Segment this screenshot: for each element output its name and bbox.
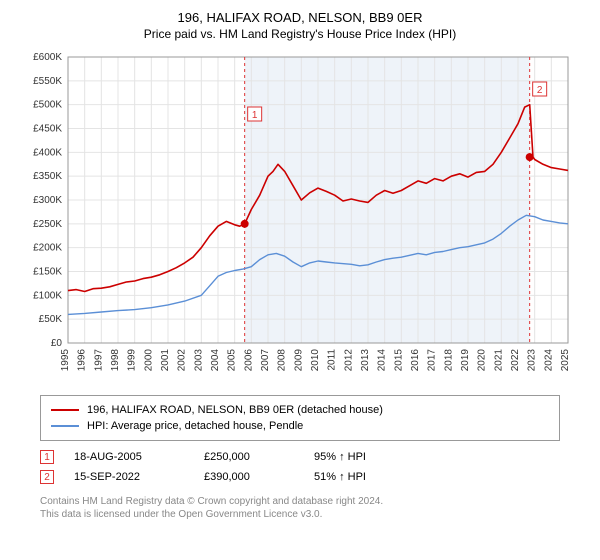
svg-text:2005: 2005	[227, 349, 238, 372]
page-title: 196, HALIFAX ROAD, NELSON, BB9 0ER	[10, 10, 590, 25]
sale-date: 18-AUG-2005	[74, 451, 184, 463]
svg-text:2019: 2019	[460, 349, 471, 372]
svg-text:2001: 2001	[160, 349, 171, 372]
svg-text:2003: 2003	[193, 349, 204, 372]
svg-text:2010: 2010	[310, 349, 321, 372]
svg-text:2012: 2012	[343, 349, 354, 372]
chart-area: £0 £50K £100K £150K £200K £250K £300K £350K £400…	[20, 49, 580, 389]
svg-text:£400K: £400K	[33, 147, 62, 158]
table-row: 1 18-AUG-2005 £250,000 95% ↑ HPI	[40, 447, 560, 467]
sale-price: £250,000	[204, 451, 294, 463]
svg-text:2014: 2014	[377, 349, 388, 372]
svg-text:2025: 2025	[560, 349, 571, 372]
svg-text:£100K: £100K	[33, 290, 62, 301]
svg-text:£200K: £200K	[33, 243, 62, 254]
svg-text:2008: 2008	[277, 349, 288, 372]
svg-text:£350K: £350K	[33, 171, 62, 182]
svg-text:1996: 1996	[77, 349, 88, 372]
svg-text:2007: 2007	[260, 349, 271, 372]
legend-item: HPI: Average price, detached house, Pend…	[51, 418, 549, 434]
svg-text:2013: 2013	[360, 349, 371, 372]
legend-swatch-icon	[51, 409, 79, 411]
svg-text:2017: 2017	[427, 349, 438, 372]
chart-svg: £0 £50K £100K £150K £200K £250K £300K £350K £400…	[20, 49, 580, 389]
marker-badge-icon: 2	[40, 470, 54, 484]
svg-text:£0: £0	[51, 338, 63, 349]
legend-item: 196, HALIFAX ROAD, NELSON, BB9 0ER (deta…	[51, 402, 549, 418]
legend-label: 196, HALIFAX ROAD, NELSON, BB9 0ER (deta…	[87, 404, 383, 416]
table-row: 2 15-SEP-2022 £390,000 51% ↑ HPI	[40, 467, 560, 487]
svg-text:2016: 2016	[410, 349, 421, 372]
svg-text:2: 2	[537, 85, 543, 96]
legend-label: HPI: Average price, detached house, Pend…	[87, 420, 303, 432]
svg-text:£150K: £150K	[33, 267, 62, 278]
marker-badge-icon: 1	[40, 450, 54, 464]
svg-text:2023: 2023	[527, 349, 538, 372]
svg-text:1998: 1998	[110, 349, 121, 372]
svg-text:2011: 2011	[327, 349, 338, 371]
footer-line: Contains HM Land Registry data © Crown c…	[40, 495, 560, 508]
sales-table: 1 18-AUG-2005 £250,000 95% ↑ HPI 2 15-SE…	[40, 447, 560, 487]
chart-container: 196, HALIFAX ROAD, NELSON, BB9 0ER Price…	[0, 0, 600, 531]
svg-text:£500K: £500K	[33, 100, 62, 111]
legend: 196, HALIFAX ROAD, NELSON, BB9 0ER (deta…	[40, 395, 560, 441]
svg-text:1995: 1995	[60, 349, 71, 372]
svg-text:2020: 2020	[477, 349, 488, 372]
svg-text:1999: 1999	[127, 349, 138, 372]
svg-text:2002: 2002	[177, 349, 188, 372]
svg-text:2021: 2021	[493, 349, 504, 372]
footer-line: This data is licensed under the Open Gov…	[40, 508, 560, 521]
svg-text:2015: 2015	[393, 349, 404, 372]
sale-hpi: 95% ↑ HPI	[314, 451, 414, 463]
page-subtitle: Price paid vs. HM Land Registry's House …	[10, 27, 590, 41]
svg-text:1: 1	[252, 110, 258, 121]
svg-text:£600K: £600K	[33, 52, 62, 63]
svg-text:2024: 2024	[543, 349, 554, 372]
svg-text:2009: 2009	[293, 349, 304, 372]
svg-text:2000: 2000	[143, 349, 154, 372]
svg-text:1997: 1997	[93, 349, 104, 372]
svg-text:£250K: £250K	[33, 219, 62, 230]
svg-text:2004: 2004	[210, 349, 221, 372]
svg-text:2006: 2006	[243, 349, 254, 372]
sale-date: 15-SEP-2022	[74, 471, 184, 483]
svg-text:£50K: £50K	[39, 314, 63, 325]
svg-text:2018: 2018	[443, 349, 454, 372]
sale-hpi: 51% ↑ HPI	[314, 471, 414, 483]
svg-text:£550K: £550K	[33, 76, 62, 87]
svg-text:£300K: £300K	[33, 195, 62, 206]
legend-swatch-icon	[51, 425, 79, 427]
sale-price: £390,000	[204, 471, 294, 483]
footer-attribution: Contains HM Land Registry data © Crown c…	[40, 495, 560, 521]
svg-text:£450K: £450K	[33, 124, 62, 135]
svg-text:2022: 2022	[510, 349, 521, 372]
